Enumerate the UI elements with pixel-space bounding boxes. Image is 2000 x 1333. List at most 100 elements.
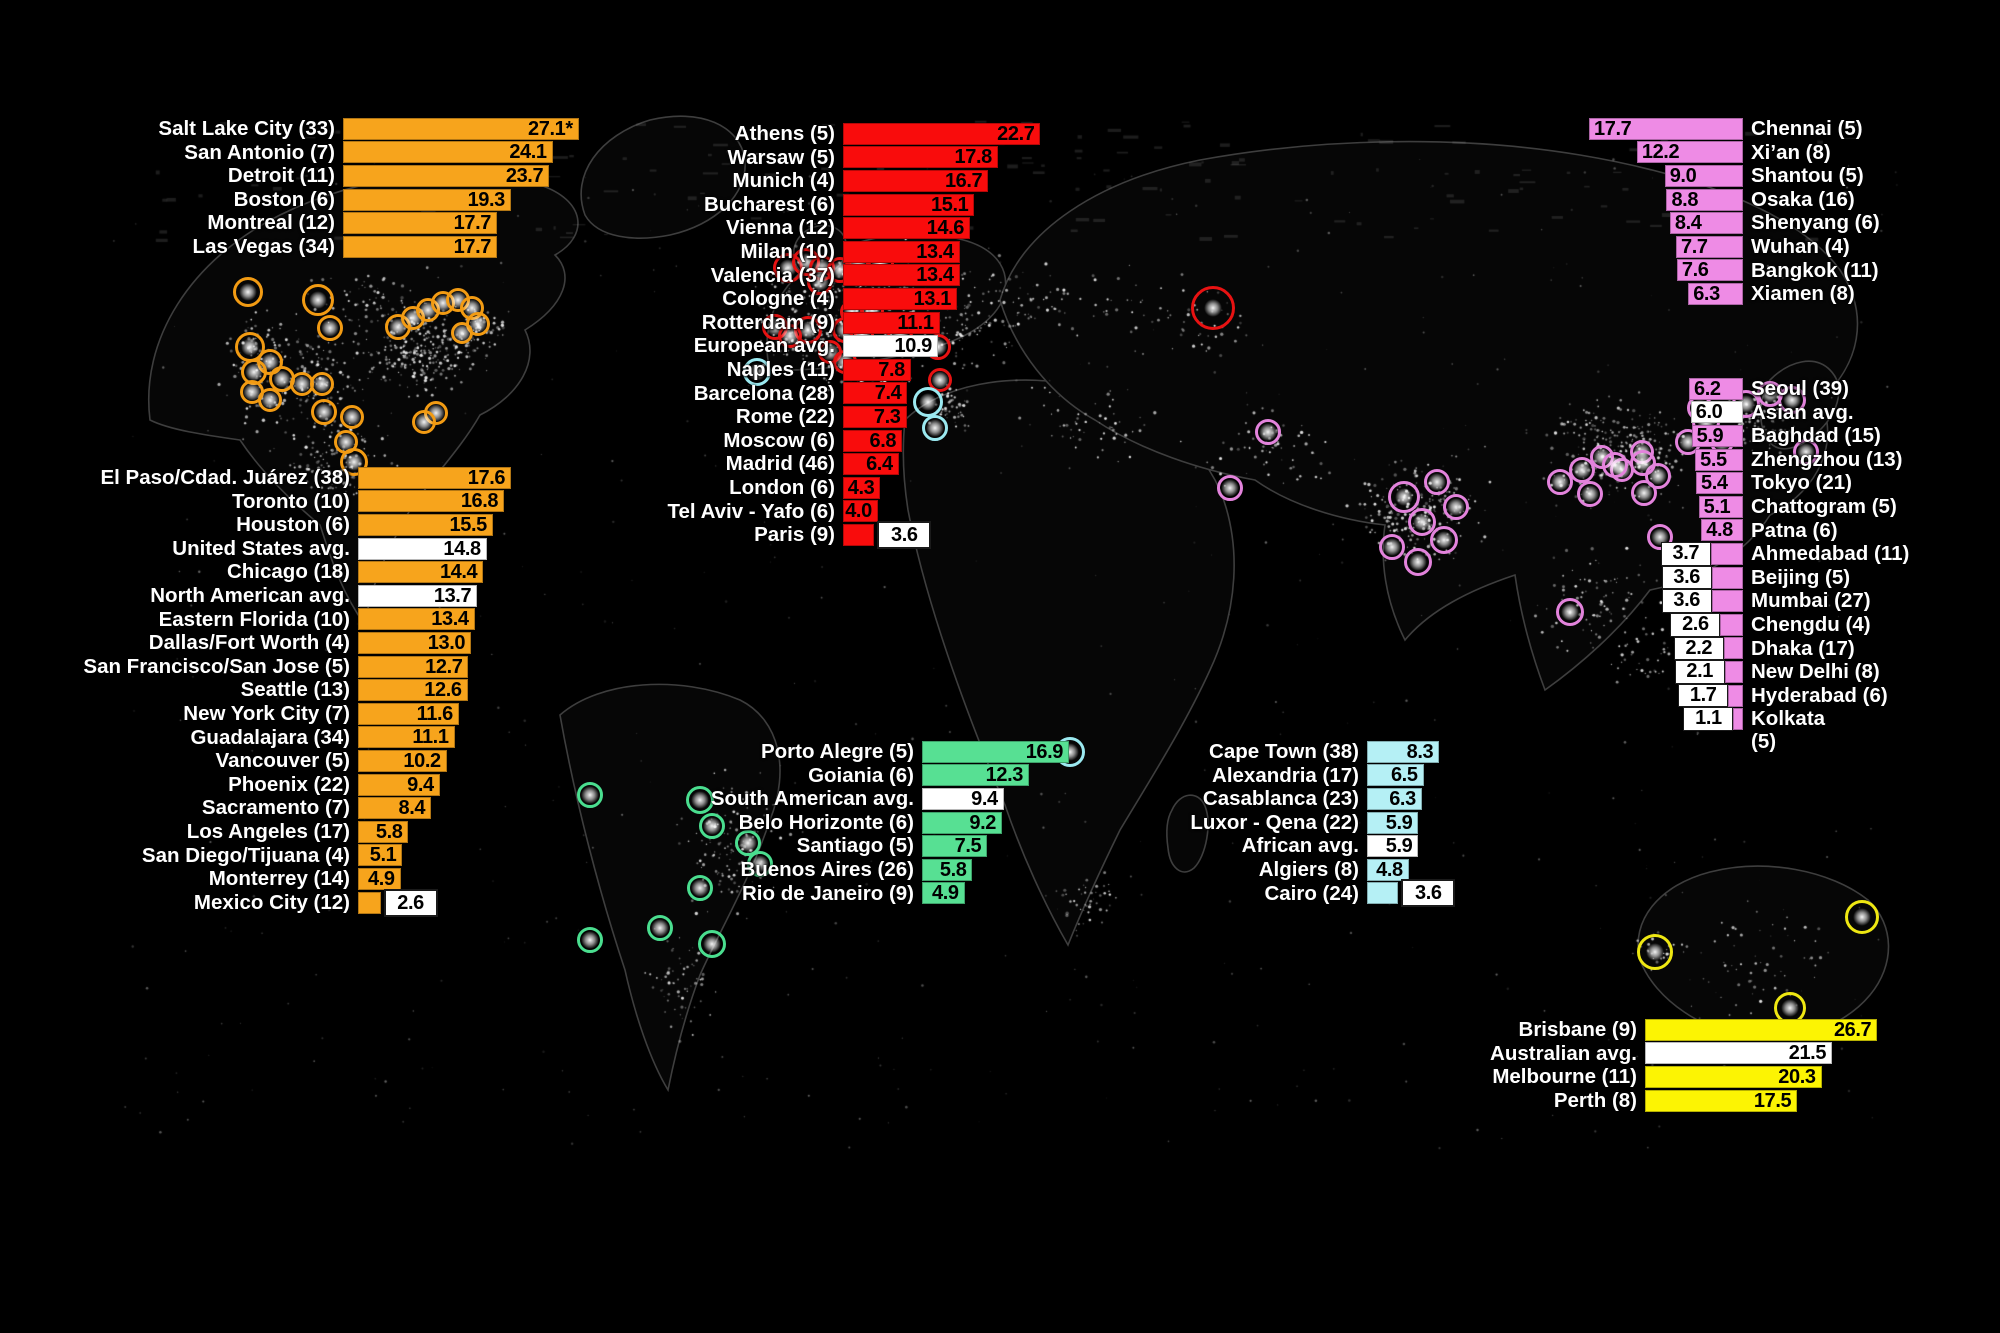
city-label: Los Angeles (17) xyxy=(186,820,350,843)
bar-value: 12.6 xyxy=(424,679,462,702)
city-marker-ring-cyan xyxy=(922,415,948,441)
city-light-glow xyxy=(691,879,709,897)
city-label: Xi’an (8) xyxy=(1751,140,1831,164)
city-marker-ring-violet xyxy=(1602,452,1628,478)
city-light-glow xyxy=(781,327,799,345)
city-marker-ring-red xyxy=(778,324,802,348)
city-label: Beijing (5) xyxy=(1751,565,1851,589)
city-marker-ring-violet xyxy=(1404,548,1432,576)
city-marker-ring-green xyxy=(647,915,673,941)
bar-value: 9.4 xyxy=(407,773,434,796)
city-label: Detroit (11) xyxy=(227,164,335,188)
value-bar: 7.4 xyxy=(843,382,908,405)
bar-value: 4.8 xyxy=(1376,858,1403,881)
value-bar: 17.7 xyxy=(343,212,497,235)
value-bar: 4.9 xyxy=(922,882,965,905)
bar-value-box: 3.7 xyxy=(1660,542,1711,566)
value-bar: 16.9 xyxy=(922,740,1070,763)
bar-value: 11.6 xyxy=(416,702,454,725)
city-label: San Antonio (7) xyxy=(184,140,335,164)
bar-value: 17.8 xyxy=(954,146,993,169)
value-bar: 5.4 xyxy=(1696,472,1743,495)
city-label: Kolkata (5) xyxy=(1751,707,1826,754)
city-light-glow xyxy=(1853,908,1871,926)
bar-value: 11.1 xyxy=(412,726,449,749)
city-label: New Delhi (8) xyxy=(1751,660,1880,684)
city-label: Guadalajara (34) xyxy=(190,725,350,749)
city-label: Patna (6) xyxy=(1751,518,1838,542)
value-bar: 5.8 xyxy=(922,858,973,881)
bar-value: 7.3 xyxy=(873,406,901,428)
value-bar: 4.8 xyxy=(1701,519,1743,542)
bar-value: 17.7 xyxy=(453,212,492,235)
city-label: Wuhan (4) xyxy=(1751,235,1850,258)
bar-value: 8.4 xyxy=(398,797,426,820)
city-light-glow xyxy=(1395,488,1413,506)
value-bar: 12.6 xyxy=(358,679,468,702)
city-marker-ring-violet xyxy=(1630,450,1656,476)
city-marker-ring-green xyxy=(686,786,714,814)
value-bar: 12.2 xyxy=(1636,141,1743,164)
city-label: North American avg. xyxy=(150,584,350,607)
value-bar xyxy=(358,891,381,914)
value-bar: 13.4 xyxy=(843,240,960,263)
city-label: Dallas/Fort Worth (4) xyxy=(148,631,350,655)
city-light-glow xyxy=(1383,538,1401,556)
city-label: Warsaw (5) xyxy=(727,145,835,169)
value-bar: 6.3 xyxy=(1367,788,1422,810)
city-label: Vancouver (5) xyxy=(215,749,350,773)
value-bar xyxy=(1711,566,1743,589)
city-light-glow xyxy=(1635,484,1653,502)
city-label: Shantou (5) xyxy=(1751,164,1864,188)
city-light-glow xyxy=(799,321,817,339)
city-marker-ring-green xyxy=(577,927,603,953)
city-light-glow xyxy=(1204,299,1222,317)
city-marker-ring-violet xyxy=(1569,457,1595,483)
value-bar: 9.4 xyxy=(358,773,440,796)
bar-value: 20.3 xyxy=(1778,1066,1816,1088)
city-label: Montreal (12) xyxy=(207,211,335,235)
value-bar: 10.2 xyxy=(358,750,447,772)
city-marker-ring-orange xyxy=(340,405,364,429)
value-bar xyxy=(1711,590,1743,613)
city-marker-ring-orange xyxy=(317,315,343,341)
city-light-glow xyxy=(453,324,471,342)
city-light-glow xyxy=(1649,467,1667,485)
value-bar: 19.3 xyxy=(343,188,511,211)
city-label: Buenos Aires (26) xyxy=(740,858,914,881)
city-light-glow xyxy=(345,453,363,471)
city-marker-ring-green xyxy=(747,851,773,877)
city-label: Monterrey (14) xyxy=(208,867,350,891)
city-label: Bucharest (6) xyxy=(703,192,835,216)
city-light-glow xyxy=(1221,479,1239,497)
value-bar: 22.7 xyxy=(843,122,1041,145)
bar-value-box: 1.7 xyxy=(1678,683,1729,708)
city-marker-ring-orange xyxy=(412,410,436,434)
bar-value: 14.6 xyxy=(926,217,965,240)
bar-value: 5.9 xyxy=(1385,835,1413,858)
bar-value-box: 2.6 xyxy=(383,888,438,917)
city-label: Valencia (37) xyxy=(710,263,835,287)
bar-value: 17.6 xyxy=(467,466,506,489)
city-label: Goiania (6) xyxy=(808,763,914,787)
city-light-glow xyxy=(245,363,263,381)
city-label: Seattle (13) xyxy=(240,678,350,702)
city-marker-ring-orange xyxy=(258,388,282,412)
bar-value: 10.2 xyxy=(403,750,441,772)
city-light-glow xyxy=(1259,423,1277,441)
city-label: Dhaka (17) xyxy=(1751,636,1855,660)
city-label: Chattogram (5) xyxy=(1751,495,1897,518)
bar-value: 5.4 xyxy=(1701,472,1728,495)
bar-value: 4.9 xyxy=(932,882,959,905)
city-light-glow xyxy=(261,391,279,409)
city-marker-ring-yellow xyxy=(1637,934,1673,970)
value-bar: 11.1 xyxy=(843,311,940,334)
bar-value: 23.7 xyxy=(505,165,544,187)
bar-value: 5.1 xyxy=(369,844,397,867)
bar-value-box: 2.6 xyxy=(1670,613,1721,637)
city-label: Bangkok (11) xyxy=(1751,258,1879,282)
value-bar: 13.1 xyxy=(843,288,957,310)
value-bar: 4.8 xyxy=(1367,858,1409,881)
bar-value: 17.7 xyxy=(453,235,492,258)
bar-value: 13.4 xyxy=(916,264,954,287)
